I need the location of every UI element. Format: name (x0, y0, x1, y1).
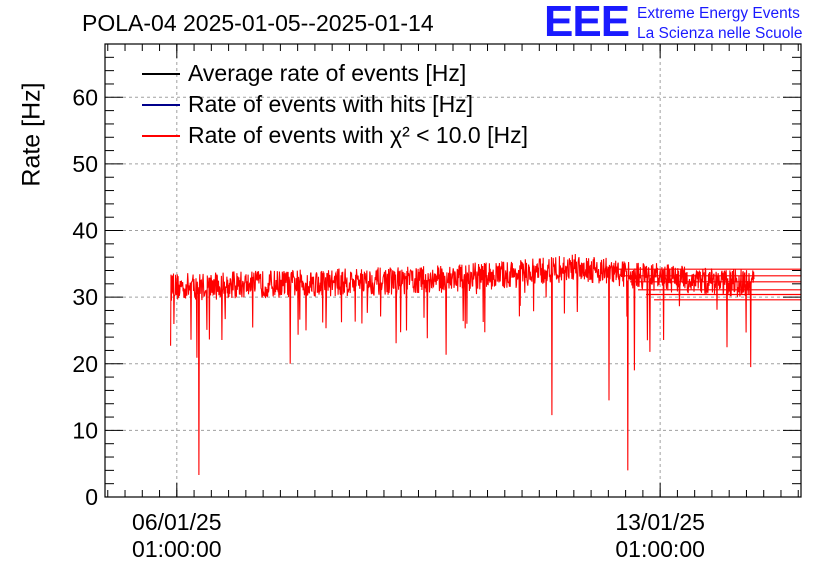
y-tick-label-1: 10 (72, 417, 98, 443)
y-tick-label-4: 40 (72, 218, 98, 244)
x-tick-label-1: 13/01/25 01:00:00 (590, 509, 730, 563)
legend-label-chi2: Rate of events with χ² < 10.0 [Hz] (188, 122, 528, 148)
y-tick-label-6: 60 (72, 84, 98, 110)
x-tick-label-0: 06/01/25 01:00:00 (107, 509, 247, 563)
y-tick-label-2: 20 (72, 351, 98, 377)
legend-label-hits: Rate of events with hits [Hz] (188, 91, 474, 117)
logo-line-2: La Scienza nelle Scuole (637, 25, 803, 42)
grid-lines (105, 44, 801, 497)
y-axis-label: Rate [Hz] (17, 82, 46, 187)
eee-logo: EEE (544, 0, 630, 46)
axes: 0 10 20 30 40 50 60 (72, 43, 802, 510)
x-tick-date-0: 06/01/25 (132, 509, 222, 535)
x-tick-time-1: 01:00:00 (615, 536, 705, 562)
logo-line-1: Extreme Energy Events (637, 5, 800, 22)
legend-swatch-hits (142, 103, 180, 106)
legend-swatch-chi2 (142, 134, 180, 137)
logo-caption: Extreme Energy Events La Scienza nelle S… (637, 4, 802, 44)
legend: Average rate of events [Hz] Rate of even… (142, 58, 528, 151)
x-tick-time-0: 01:00:00 (132, 536, 222, 562)
plot-frame (104, 43, 802, 498)
legend-item-hits: Rate of events with hits [Hz] (142, 89, 528, 120)
series-layer (170, 253, 801, 476)
legend-item-chi2: Rate of events with χ² < 10.0 [Hz] (142, 120, 528, 151)
y-tick-label-5: 50 (72, 151, 98, 177)
y-tick-label-3: 30 (72, 284, 98, 310)
series-chi2-line (170, 253, 755, 476)
x-tick-date-1: 13/01/25 (615, 509, 705, 535)
legend-item-average: Average rate of events [Hz] (142, 58, 528, 89)
legend-label-average: Average rate of events [Hz] (188, 60, 467, 86)
legend-swatch-average (142, 72, 180, 75)
chart-title: POLA-04 2025-01-05--2025-01-14 (82, 10, 434, 36)
y-tick-label-0: 0 (85, 484, 98, 510)
